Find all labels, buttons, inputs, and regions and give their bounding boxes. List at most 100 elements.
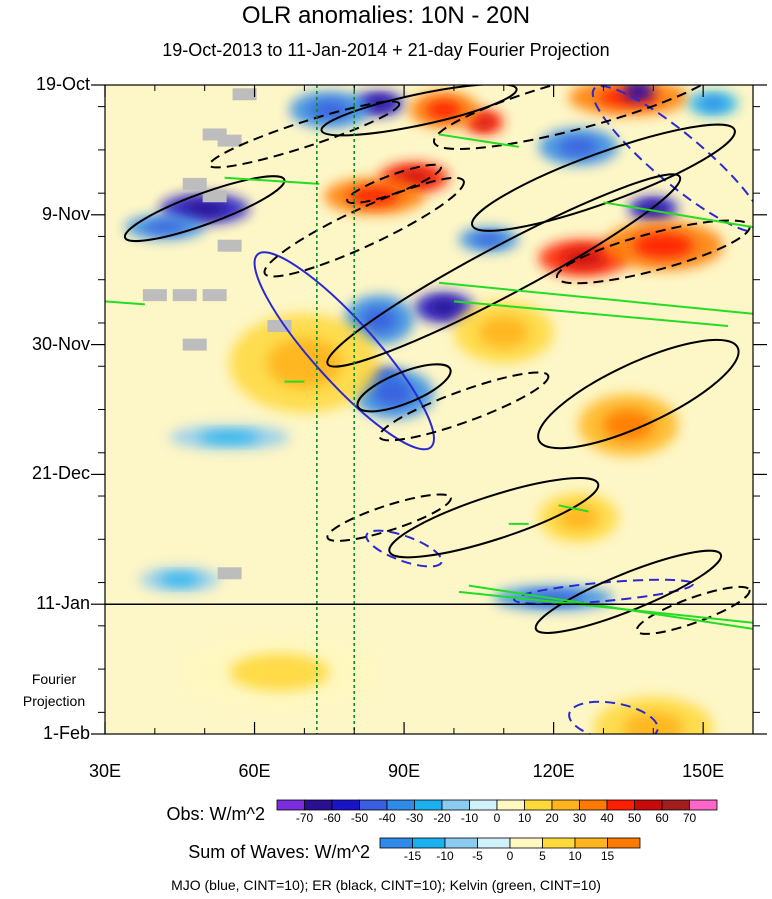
anomaly-blob (688, 91, 739, 116)
chart-subtitle: 19-Oct-2013 to 11-Jan-2014 + 21-day Four… (162, 40, 610, 60)
colorbar-cell (477, 837, 511, 849)
colorbar-cell (509, 837, 543, 849)
projection-label-line2: Projection (22, 693, 86, 709)
colorbar-tick-label: 0 (493, 811, 501, 825)
missing-data-cell (232, 88, 257, 101)
colorbar-tick-label: 30 (572, 811, 587, 825)
colorbar-tick-label: -20 (433, 811, 451, 825)
missing-data-cell (202, 289, 227, 302)
er-contour (326, 173, 682, 368)
axis-ticks (91, 84, 767, 735)
anomaly-blob-core (309, 100, 350, 119)
er-contour (635, 585, 751, 635)
er-contour (471, 123, 736, 232)
mjo-contour (253, 251, 435, 451)
colorbar-cell (412, 837, 446, 849)
kelvin-contour (603, 201, 753, 229)
anomaly-blob-core (429, 299, 459, 316)
anomaly-blob-core (374, 381, 415, 407)
colorbar-cell (379, 837, 413, 849)
y-tick-label: 11-Jan (36, 593, 90, 614)
anomaly-blob (623, 85, 654, 101)
colorbar-tick-label: -40 (378, 811, 396, 825)
kelvin-contour (438, 281, 753, 315)
mjo-contour (365, 529, 443, 568)
anomaly-blob-core (558, 137, 599, 157)
colorbar-tick-label: 10 (517, 811, 532, 825)
colorbar-tick-label: -5 (472, 849, 483, 863)
x-tick-label: 120E (532, 761, 575, 781)
y-tick-label: 9-Nov (41, 203, 90, 224)
anomaly-blob-core (159, 573, 200, 586)
x-tick-label: 30E (88, 761, 122, 781)
anomaly-blob (169, 424, 290, 450)
anomaly-blob-core (700, 97, 726, 110)
anomaly-blob (409, 91, 479, 129)
colorbar-tick-label: 10 (568, 849, 582, 863)
kelvin-contour (224, 176, 320, 185)
er-contour (537, 338, 740, 450)
y-tick-label: 1-Feb (42, 723, 90, 743)
anomaly-blob-core (182, 200, 228, 217)
anomaly-blob-core (349, 186, 400, 206)
reference-longitudes (316, 85, 356, 734)
missing-data-cell (182, 177, 207, 190)
x-tick-label: 60E (238, 761, 271, 781)
missing-data-cell (172, 289, 197, 302)
anomaly-blob-core (361, 307, 397, 333)
x-tick-label: 150E (682, 761, 725, 781)
colorbar-cell (574, 837, 608, 849)
missing-data-cell (217, 134, 242, 147)
anomaly-blob-core (478, 316, 529, 348)
anomaly-blob-core (229, 653, 330, 691)
wave-contours (105, 85, 753, 734)
er-contour (356, 363, 452, 413)
colorbar-tick-label: -60 (323, 811, 341, 825)
x-tick-label: 90E (388, 761, 421, 781)
anomaly-blob (179, 635, 380, 710)
anomaly-blob-core (426, 100, 462, 119)
er-contour (432, 85, 725, 151)
colorbar-tick-label: 60 (655, 811, 669, 825)
colorbar-tick-label: 40 (600, 811, 614, 825)
mjo-contour (591, 85, 753, 234)
colorbar-tick-label: 0 (506, 849, 514, 863)
projection-label-line1: Fourier (31, 671, 77, 687)
anomaly-blob (124, 214, 205, 240)
anomaly-blob (538, 128, 619, 166)
missing-data-cell (267, 320, 292, 333)
colorbar-tick-label: 5 (539, 849, 546, 863)
anomaly-blob (229, 313, 380, 413)
colorbar-tick-label: -70 (295, 811, 314, 825)
kelvin-contour (558, 504, 589, 513)
anomaly-blob-core (603, 409, 654, 441)
anomaly-blob (324, 177, 425, 215)
missing-data-cell (182, 338, 207, 351)
y-tick-label: 30-Nov (31, 333, 90, 354)
colorbar-cell (542, 837, 576, 849)
anomaly-blob-core (473, 115, 494, 129)
anomaly-blob (289, 91, 370, 129)
anomaly-blob (593, 696, 714, 734)
er-contour (326, 493, 452, 542)
anomaly-blob-core (144, 220, 185, 234)
missing-data-cell (217, 567, 242, 580)
colorbar-tick-label: 50 (627, 811, 642, 825)
anomaly-blob-core (633, 233, 694, 259)
y-tick-label: 21-Dec (31, 463, 90, 484)
anomaly-blob (458, 227, 519, 252)
colorbar-tick-label: -10 (460, 811, 479, 825)
anomaly-blob-core (473, 233, 504, 246)
olr-shading (124, 85, 739, 734)
colorbar-tick-label: -10 (436, 849, 454, 863)
waves-colorbar-label: Sum of Waves: W/m^2 (188, 842, 370, 862)
colorbar-tick-label: -15 (403, 849, 422, 863)
er-contour (123, 175, 286, 243)
mjo-contour (568, 700, 659, 734)
er-contour (534, 549, 723, 634)
kelvin-contour (105, 300, 145, 306)
missing-data-cell (217, 239, 242, 252)
er-contour (320, 85, 518, 137)
